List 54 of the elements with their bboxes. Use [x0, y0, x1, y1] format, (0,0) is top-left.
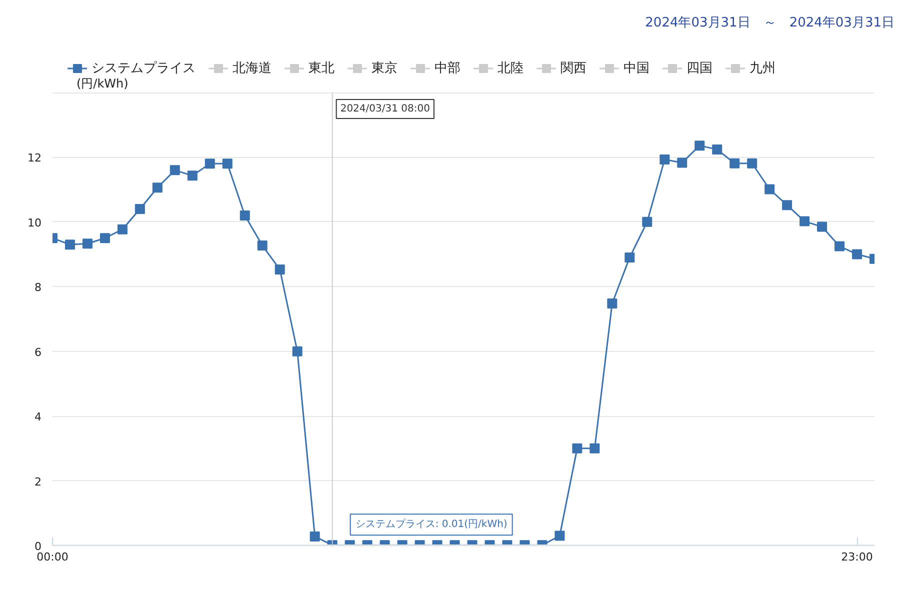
chart-subtitle: 2024年03月31日 ～ 2024年03月31日	[645, 16, 895, 30]
point	[64, 240, 75, 250]
point	[590, 443, 600, 454]
point	[712, 144, 722, 154]
point	[187, 170, 198, 181]
y-tick-label: 4	[34, 410, 42, 424]
point	[852, 249, 862, 260]
annotation: システムプライス: 0.01(円/kWh)	[355, 518, 508, 530]
x-tick-label: 00:00	[36, 550, 68, 564]
legend-label: 四国	[686, 60, 713, 77]
x-tick-label: 23:00	[841, 550, 873, 564]
point	[292, 346, 302, 356]
point	[134, 204, 145, 214]
point	[257, 240, 268, 251]
point	[677, 158, 688, 168]
point	[764, 184, 775, 194]
y-tick-label: 2	[34, 475, 42, 488]
point	[100, 233, 110, 244]
ref-line-label: 2024/03/31 08:00	[340, 104, 430, 114]
point	[694, 140, 705, 151]
point	[274, 264, 285, 274]
legend-label: システムプライス	[92, 60, 196, 77]
point	[747, 158, 758, 168]
point	[730, 158, 740, 168]
point	[240, 210, 250, 220]
y-tick-label: 10	[28, 216, 42, 230]
point	[817, 222, 828, 232]
legend-label: 九州	[750, 60, 776, 77]
legend-label: 東北	[308, 60, 335, 77]
point	[222, 158, 232, 169]
point	[152, 182, 162, 193]
point	[642, 216, 652, 227]
y-tick-label: 0	[34, 540, 42, 553]
legend-label: 中部	[434, 60, 461, 77]
point	[170, 165, 180, 176]
point	[204, 158, 215, 169]
point	[800, 216, 810, 226]
y-tick-label: 6	[34, 346, 42, 359]
legend-label: 中国	[624, 60, 650, 77]
point	[834, 241, 845, 252]
y-tick-label: 12	[28, 152, 42, 165]
legend-label: 関西	[560, 60, 587, 77]
point	[660, 154, 670, 164]
legend-label: 北海道	[232, 60, 272, 77]
point	[624, 252, 635, 263]
y-axis-title: (円/kWh)	[76, 76, 128, 90]
point	[607, 298, 618, 308]
legend-label: 北陸	[498, 60, 524, 77]
legend-label: 東京	[372, 60, 398, 77]
point	[82, 238, 92, 249]
point	[117, 224, 128, 234]
point	[572, 443, 582, 454]
point	[782, 200, 792, 210]
y-tick-label: 8	[34, 281, 42, 294]
